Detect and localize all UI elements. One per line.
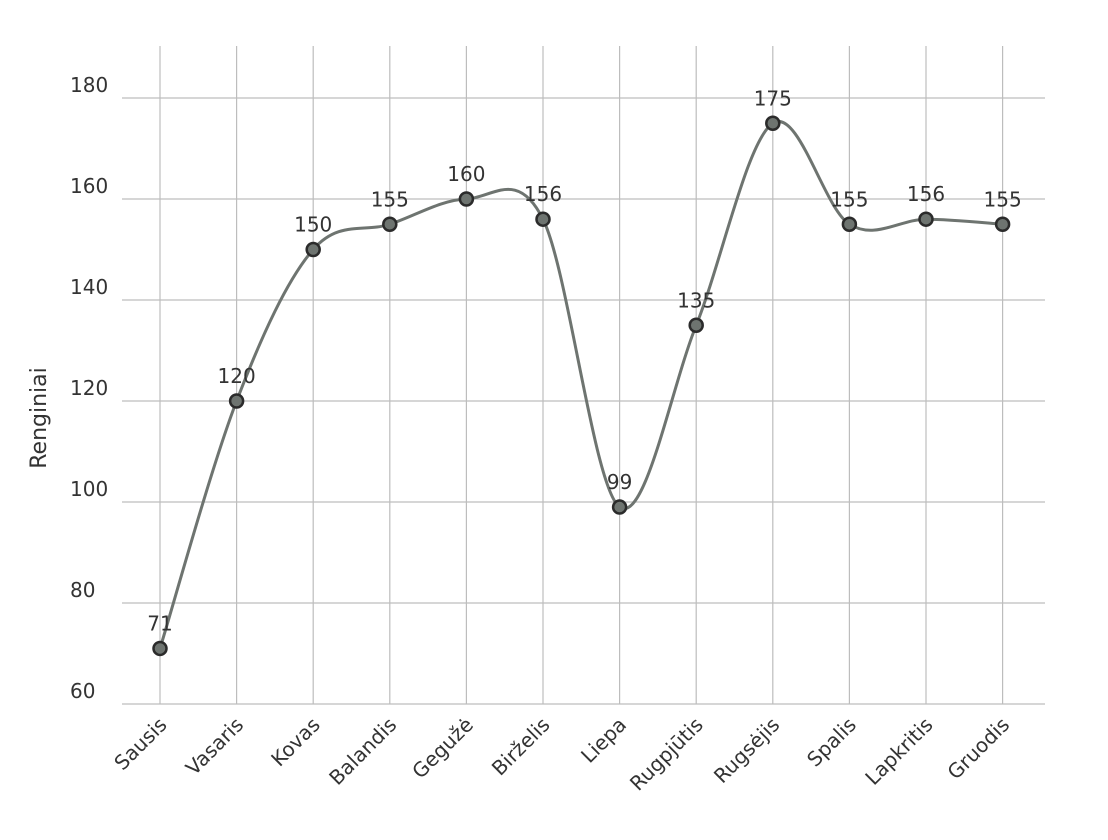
data-label: 160 xyxy=(447,162,485,186)
y-tick-label: 80 xyxy=(70,578,95,602)
data-label: 99 xyxy=(607,470,632,494)
data-label: 120 xyxy=(218,364,256,388)
data-labels: 71 120 150 155 160 156 99 135 175 155 156 155 xyxy=(147,86,1021,635)
x-tick-label: Balandis xyxy=(324,713,401,790)
x-tick-label: Lapkritis xyxy=(860,713,937,790)
data-label: 156 xyxy=(907,182,945,206)
data-label: 175 xyxy=(754,86,792,110)
data-label: 150 xyxy=(294,213,332,237)
data-points xyxy=(152,115,1011,657)
x-tick-label: Birželis xyxy=(487,713,555,781)
y-tick-label: 180 xyxy=(70,73,108,97)
data-label: 135 xyxy=(677,288,715,312)
data-point xyxy=(611,499,628,515)
data-point xyxy=(305,241,321,258)
data-point xyxy=(688,317,704,333)
data-label: 71 xyxy=(147,611,172,635)
x-tick-label: Rugpjūtis xyxy=(625,713,708,796)
y-axis-ticks: 60 80 100 120 140 160 180 xyxy=(70,73,108,703)
x-tick-label: Rugsėjis xyxy=(709,713,784,788)
series-line xyxy=(158,119,1003,649)
data-point xyxy=(535,211,551,227)
x-tick-label: Liepa xyxy=(576,713,631,768)
x-gridlines xyxy=(159,46,1004,704)
data-point xyxy=(765,115,781,131)
data-point xyxy=(228,393,245,409)
data-label: 156 xyxy=(524,182,562,206)
data-point xyxy=(841,216,858,232)
x-tick-label: Gegužė xyxy=(407,713,478,784)
x-axis-ticks: Sausis Vasaris Kovas Balandis Gegužė Birželis… xyxy=(109,713,1014,796)
data-label: 155 xyxy=(984,187,1022,211)
series-line-group xyxy=(158,119,1003,649)
y-tick-label: 60 xyxy=(70,679,95,703)
data-point xyxy=(382,216,398,232)
data-point xyxy=(152,640,168,657)
data-point xyxy=(918,211,934,227)
data-point xyxy=(458,191,475,207)
data-label: 155 xyxy=(830,187,868,211)
x-tick-label: Sausis xyxy=(109,713,171,775)
y-axis-label: Renginiai xyxy=(27,367,52,469)
y-tick-label: 160 xyxy=(70,174,108,198)
x-tick-label: Vasaris xyxy=(181,713,248,780)
y-tick-label: 120 xyxy=(70,376,108,400)
x-tick-label: Spalis xyxy=(802,713,861,772)
y-tick-label: 140 xyxy=(70,275,108,299)
y-tick-label: 100 xyxy=(70,477,108,501)
x-tick-label: Kovas xyxy=(266,713,325,772)
data-label: 155 xyxy=(371,187,409,211)
y-gridlines xyxy=(122,97,1045,705)
x-tick-label: Gruodis xyxy=(942,713,1014,785)
data-point xyxy=(994,216,1011,232)
